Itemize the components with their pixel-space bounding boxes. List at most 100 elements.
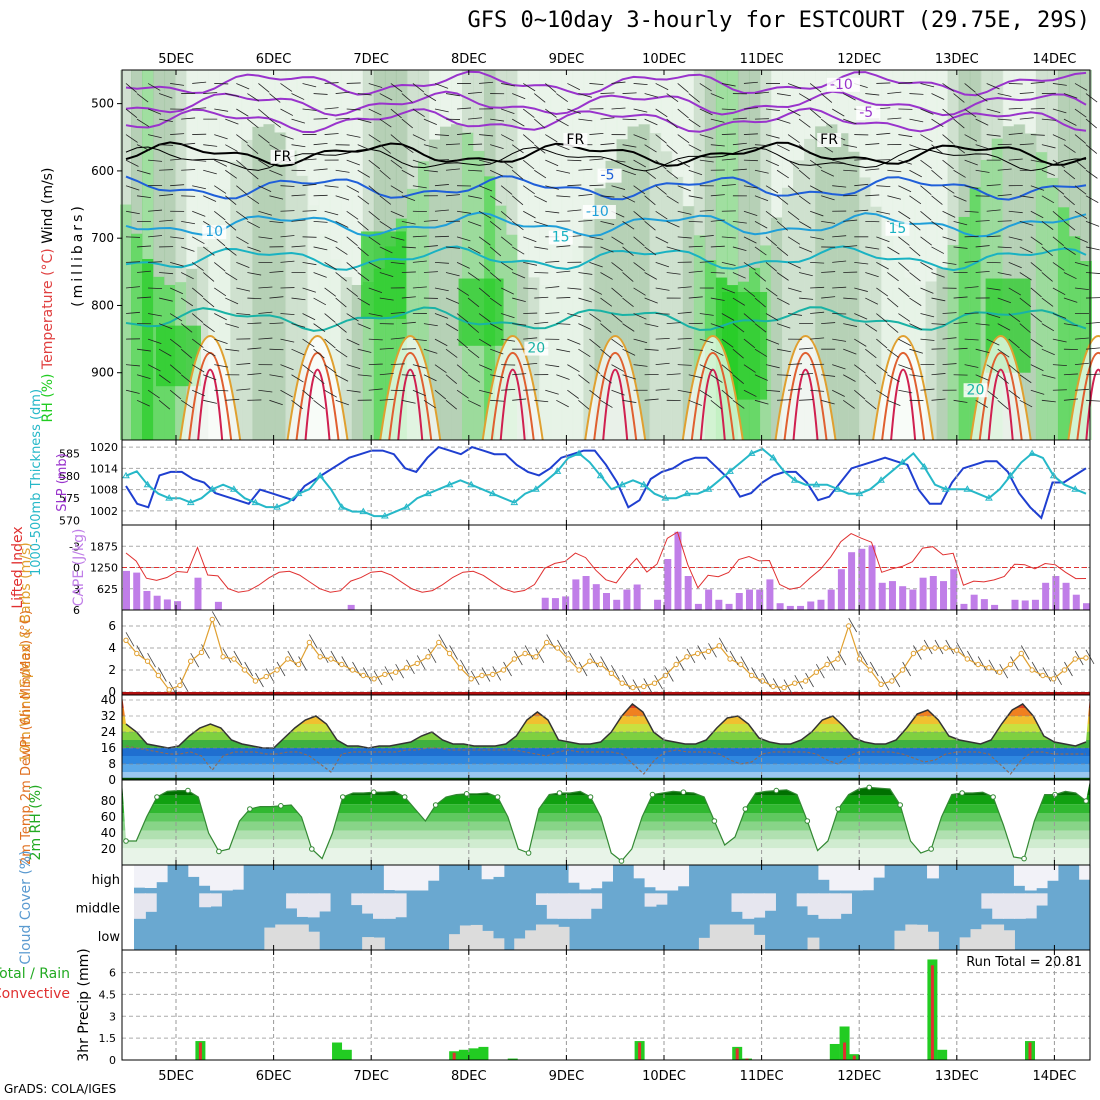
- cloud-clear-cell: [1024, 865, 1037, 891]
- wind-barb: [688, 195, 703, 199]
- wind-barb: [832, 338, 847, 342]
- isotherm-line: [125, 175, 1087, 201]
- wind-barb: [909, 118, 924, 123]
- rh-shade-column: [859, 177, 872, 440]
- wind-barb: [202, 272, 215, 282]
- wind-barb: [975, 245, 990, 248]
- wind-barb: [666, 195, 679, 204]
- wind-barb: [710, 144, 725, 147]
- wind-barb: [456, 389, 469, 399]
- wind-barb: [269, 374, 284, 378]
- wind-barb: [401, 195, 416, 201]
- wind-marker: [943, 645, 949, 651]
- wind-barb: [258, 286, 273, 289]
- cloud-clear-cell: [655, 865, 668, 891]
- wind-barb: [622, 221, 635, 230]
- wind-barb: [1030, 107, 1045, 110]
- rh-shade-column: [428, 139, 441, 440]
- wind-barb: [192, 210, 206, 217]
- wind-marker: [727, 656, 733, 662]
- cloud-clear-cell: [1046, 865, 1059, 881]
- wind-marker: [554, 645, 561, 651]
- wind-barb: [438, 634, 448, 649]
- wind-barb: [754, 399, 769, 405]
- wind-barb: [699, 364, 713, 371]
- wind-barb: [490, 118, 505, 122]
- wind-marker: [705, 648, 712, 654]
- wind-barb: [710, 348, 724, 356]
- wind-barb: [1041, 272, 1053, 282]
- wind-barb: [743, 81, 758, 84]
- warm-isotherm-dome: [304, 368, 331, 441]
- wind-marker: [759, 678, 766, 684]
- wind-barb: [390, 262, 405, 265]
- wind-barb: [589, 287, 603, 295]
- cloud-clear-cell: [449, 934, 461, 950]
- rh-marker: [928, 846, 934, 852]
- cloud-clear-cell: [916, 924, 929, 950]
- wind-barb: [379, 169, 391, 180]
- wind-barb: [247, 347, 262, 350]
- wind-barb: [633, 287, 646, 296]
- wind-barb: [810, 262, 825, 264]
- wind-barb: [191, 338, 204, 348]
- wind-barb: [225, 93, 240, 97]
- wind-barb: [180, 272, 194, 280]
- cloud-clear-cell: [535, 924, 548, 950]
- wind-barb: [390, 185, 404, 194]
- wind-barb: [964, 134, 978, 142]
- cloud-clear-cell: [872, 865, 885, 878]
- wind-barb: [975, 169, 990, 173]
- wind-barb: [953, 118, 965, 129]
- cape-bar: [929, 576, 937, 610]
- wind-marker: [241, 667, 248, 673]
- wind-barb: [1008, 210, 1023, 214]
- wind-barb: [456, 210, 471, 214]
- wind-barb: [832, 159, 846, 164]
- rh-marker: [1052, 791, 1058, 798]
- wind-barb: [843, 323, 858, 327]
- wind-barb: [1052, 159, 1065, 168]
- wind-barb: [522, 108, 535, 118]
- wind-barb: [368, 236, 381, 246]
- wind-barb: [821, 322, 836, 325]
- cloud-clear-cell: [677, 865, 690, 887]
- wind-barb: [721, 83, 736, 87]
- wind-marker: [414, 660, 420, 667]
- wind-barb: [1019, 117, 1034, 120]
- rh-marker: [866, 784, 873, 791]
- wind-marker: [446, 650, 453, 657]
- contour-label-bg: [524, 341, 549, 356]
- thickness-tick-label: 570: [59, 515, 80, 528]
- wind-barb: [721, 287, 736, 294]
- wind-barb: [357, 297, 371, 306]
- wind-barb: [942, 159, 954, 170]
- warm-isotherm-dome: [987, 368, 1014, 441]
- wind-barb: [423, 245, 438, 248]
- rh-shade-column: [837, 133, 850, 440]
- wind-barb: [567, 287, 582, 290]
- wind-barb: [125, 108, 138, 119]
- wind-barb: [633, 262, 645, 272]
- wind-barb: [302, 364, 314, 374]
- wind-barb: [512, 272, 526, 279]
- wind-barb: [688, 93, 700, 103]
- wind-barb: [302, 210, 317, 212]
- wind-barb: [1085, 220, 1100, 227]
- wind-marker: [878, 681, 884, 687]
- wind-barb: [467, 272, 480, 281]
- wind-barb: [512, 297, 526, 303]
- wind-barb: [523, 83, 536, 92]
- rh-mask: [122, 780, 1090, 861]
- wind-barb: [269, 93, 281, 103]
- wind-barb: [1052, 236, 1065, 246]
- wind-barb: [214, 313, 227, 321]
- cloud-clear-cell: [807, 937, 820, 950]
- wind-barb: [865, 399, 877, 410]
- wind-barb: [1041, 323, 1055, 332]
- wind-barb: [148, 261, 163, 263]
- wind-barb: [522, 159, 535, 170]
- wind-barb: [1008, 236, 1023, 241]
- wind-barb: [655, 185, 667, 195]
- wind-barb: [677, 83, 689, 93]
